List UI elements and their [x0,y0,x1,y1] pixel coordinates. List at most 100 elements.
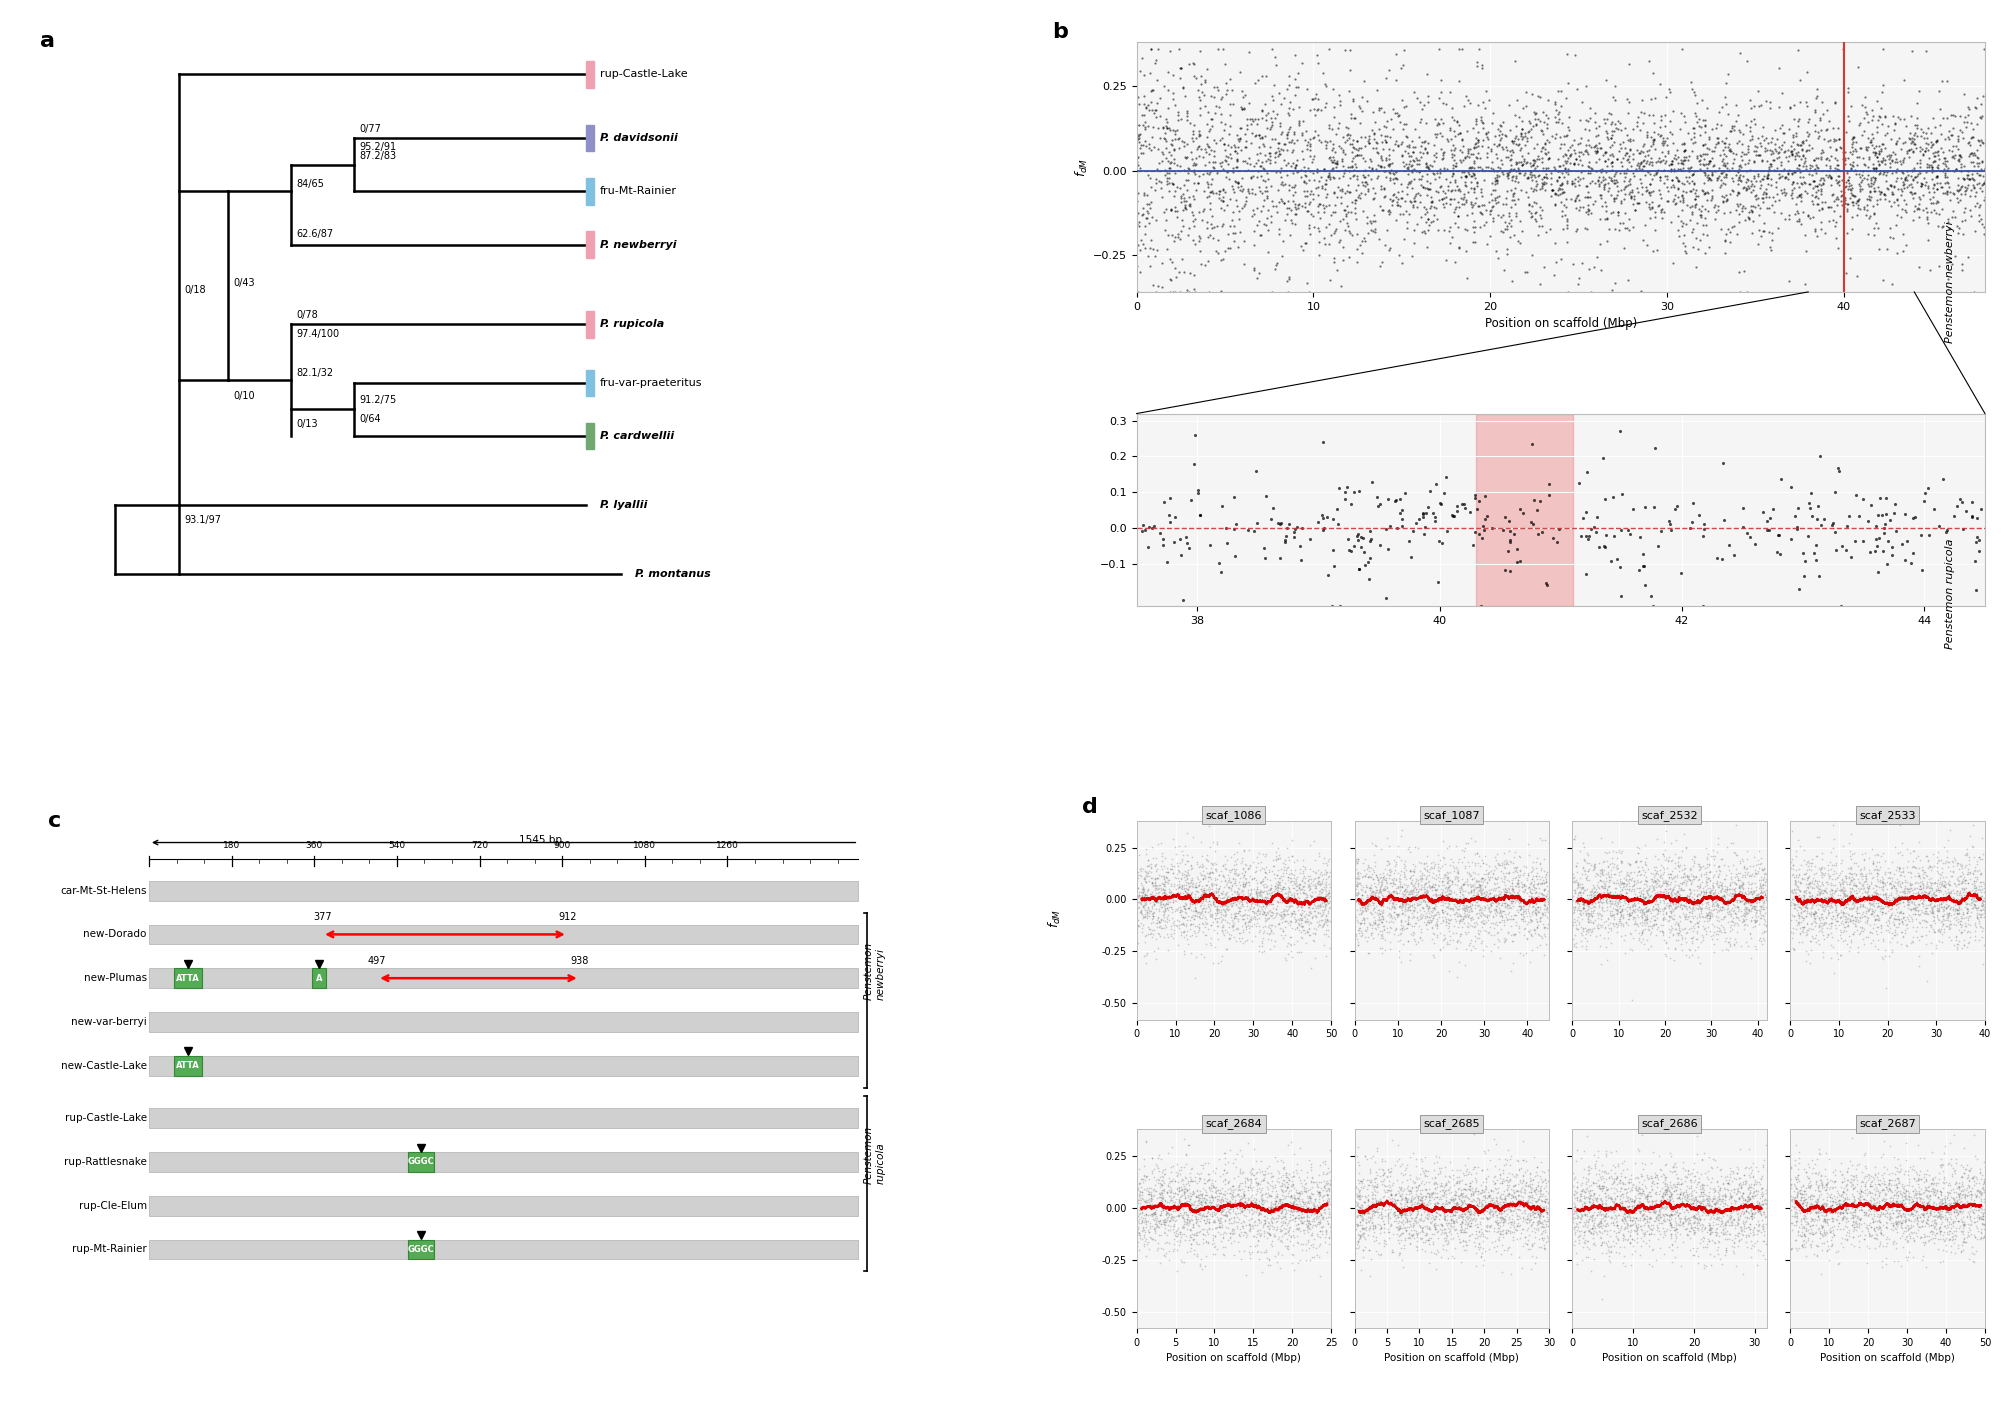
Point [1646,1186,1678,1208]
Point [1774,1177,1807,1200]
Point [1584,171,1616,194]
Point [1630,1204,1662,1226]
Point [1664,1173,1696,1195]
Point [1147,1178,1179,1201]
Point [1698,894,1730,917]
Point [1632,882,1664,904]
Point [1365,155,1397,178]
Point [1931,181,1963,203]
Point [1193,161,1225,184]
Point [1606,873,1638,896]
Point [1377,1194,1410,1217]
Point [1123,113,1155,136]
Point [1341,909,1373,931]
Point [1642,1204,1674,1226]
Point [1943,1176,1975,1198]
Point [1963,1157,1995,1180]
Point [1788,1204,1821,1226]
Point [1261,873,1293,896]
Point [1424,122,1456,144]
Point [1883,1180,1915,1202]
Point [1782,114,1815,137]
Point [1532,1226,1564,1249]
Point [1339,1191,1371,1214]
Point [1564,899,1596,921]
Point [1730,896,1762,918]
Point [1303,1225,1335,1248]
Point [1668,858,1700,880]
Point [1851,1184,1883,1207]
Point [1744,899,1776,921]
Point [1658,889,1690,911]
Point [1596,151,1628,174]
Point [1377,1222,1410,1245]
Point [1893,880,1925,903]
Point [1147,1187,1179,1210]
Point [1935,1205,1967,1228]
Point [1692,137,1724,160]
Point [1225,1188,1257,1211]
Point [1434,1164,1466,1187]
Point [1255,920,1287,942]
Point [1959,880,1991,903]
Point [1937,859,1969,882]
Point [1399,117,1432,140]
Point [1406,205,1438,227]
Point [1323,136,1355,158]
Point [1620,1219,1652,1242]
Text: 0/78: 0/78 [297,309,319,321]
Point [1203,1215,1235,1238]
Point [1434,1205,1466,1228]
Point [1925,863,1957,886]
Point [1718,877,1750,900]
Point [1871,894,1903,917]
Point [1255,877,1287,900]
Point [1800,1188,1833,1211]
Point [1183,1167,1215,1190]
Point [1800,225,1833,247]
Point [1506,876,1538,899]
Point [1885,533,1917,555]
Point [1275,1174,1307,1197]
Point [1893,907,1925,930]
Point [1490,882,1522,904]
Point [1668,1215,1700,1238]
Point [1448,880,1480,903]
Point [1159,890,1191,913]
Point [1446,1193,1478,1215]
Point [1414,852,1446,875]
Point [1650,1202,1682,1225]
Point [1654,153,1686,175]
Point [1165,882,1197,904]
Point [1484,1202,1516,1225]
Point [1506,896,1538,918]
Point [1668,1207,1700,1229]
Point [1560,910,1592,933]
Point [1480,1171,1512,1194]
Point [1269,528,1301,551]
Point [1149,1195,1181,1218]
Point [1279,157,1311,179]
Point [1512,913,1544,935]
Point [1215,879,1247,901]
Point [1776,161,1809,184]
Point [1371,872,1403,894]
Point [1881,893,1913,916]
Point [1472,921,1504,944]
Point [1448,1239,1480,1262]
Bar [148,924,858,944]
Point [1440,835,1472,858]
Point [1554,106,1586,129]
Point [1714,1205,1746,1228]
Point [1127,103,1159,126]
Point [1847,916,1879,938]
Point [1145,276,1177,298]
Point [1650,872,1682,894]
Point [1921,189,1953,212]
Point [1720,844,1752,866]
Point [1572,906,1604,928]
Point [1209,113,1241,136]
Point [1604,133,1636,155]
Point [1744,1194,1776,1217]
Point [1732,1215,1764,1238]
